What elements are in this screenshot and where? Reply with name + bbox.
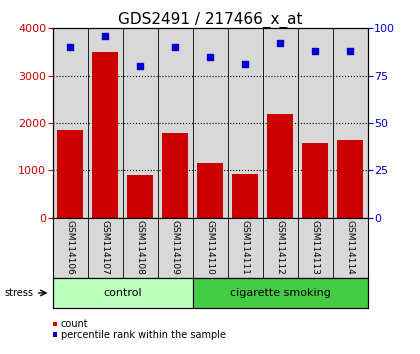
Bar	[57, 130, 83, 218]
Bar	[232, 174, 258, 218]
Text: count: count	[61, 319, 89, 329]
Text: GSM114112: GSM114112	[276, 219, 284, 274]
Bar	[302, 143, 328, 218]
Bar	[192, 278, 368, 308]
Point	[102, 33, 108, 39]
Point	[207, 54, 213, 59]
Point	[172, 45, 178, 50]
Bar	[127, 175, 153, 218]
Text: GSM114106: GSM114106	[66, 219, 74, 274]
Point	[241, 62, 248, 67]
Text: GSM114110: GSM114110	[205, 219, 215, 274]
Text: GSM114113: GSM114113	[310, 219, 320, 274]
Text: percentile rank within the sample: percentile rank within the sample	[61, 330, 226, 339]
Text: GSM114114: GSM114114	[346, 219, 354, 274]
Point	[312, 48, 318, 54]
Text: GSM114107: GSM114107	[100, 219, 110, 274]
Text: GSM114108: GSM114108	[136, 219, 144, 274]
Bar	[92, 52, 118, 218]
Bar	[267, 114, 293, 218]
Text: cigarette smoking: cigarette smoking	[230, 288, 331, 298]
Point	[346, 48, 353, 54]
Bar	[162, 133, 188, 218]
Title: GDS2491 / 217466_x_at: GDS2491 / 217466_x_at	[118, 12, 302, 28]
Text: GSM114111: GSM114111	[241, 219, 249, 274]
Text: stress: stress	[4, 288, 33, 298]
Point	[67, 45, 74, 50]
Bar	[197, 163, 223, 218]
Point	[136, 63, 143, 69]
Text: control: control	[103, 288, 142, 298]
Bar	[52, 278, 192, 308]
Text: GSM114109: GSM114109	[171, 219, 179, 274]
Bar	[337, 139, 363, 218]
Point	[277, 41, 284, 46]
